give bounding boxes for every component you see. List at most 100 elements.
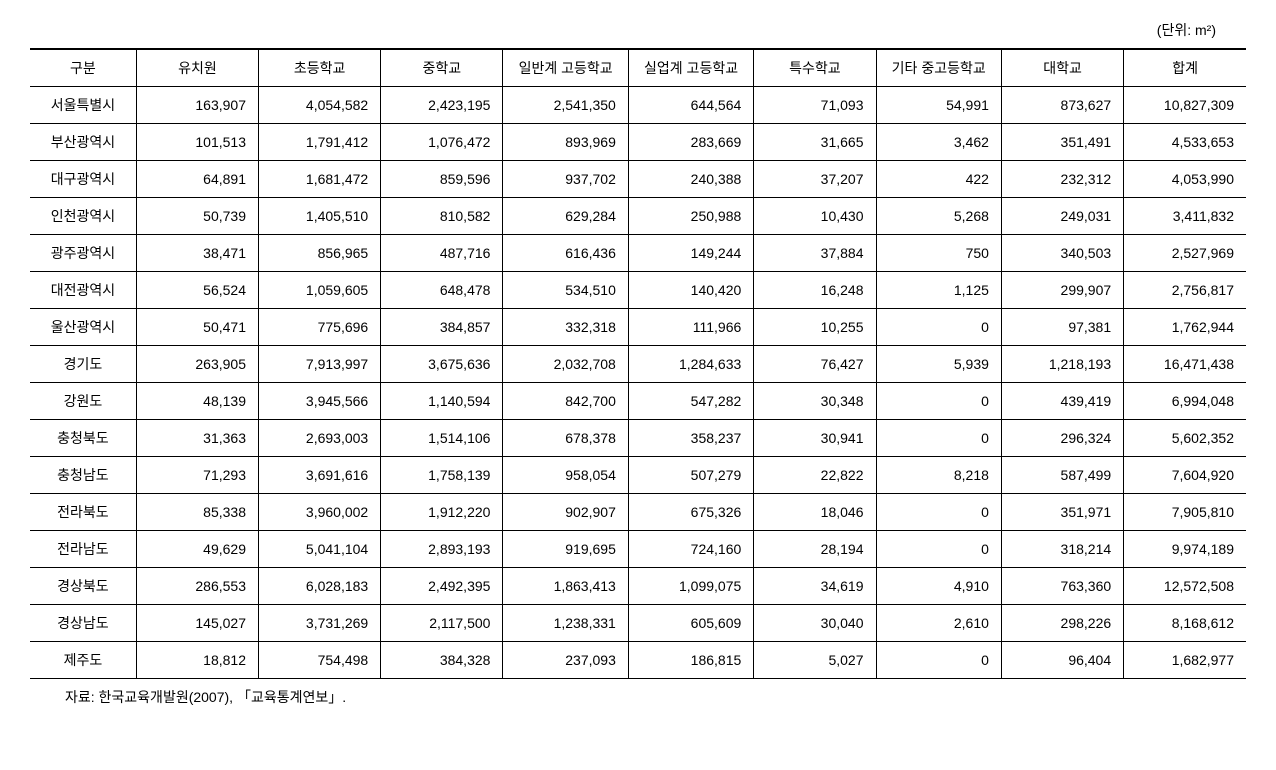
value-cell: 648,478	[381, 272, 503, 309]
value-cell: 249,031	[1001, 198, 1123, 235]
value-cell: 5,939	[876, 346, 1001, 383]
value-cell: 163,907	[136, 87, 258, 124]
value-cell: 902,907	[503, 494, 628, 531]
value-cell: 2,117,500	[381, 605, 503, 642]
region-cell: 울산광역시	[30, 309, 136, 346]
value-cell: 31,363	[136, 420, 258, 457]
table-row: 충청남도71,2933,691,6161,758,139958,054507,2…	[30, 457, 1246, 494]
value-cell: 1,514,106	[381, 420, 503, 457]
value-cell: 54,991	[876, 87, 1001, 124]
value-cell: 4,053,990	[1124, 161, 1246, 198]
value-cell: 30,348	[754, 383, 876, 420]
column-header: 실업계 고등학교	[628, 49, 753, 87]
value-cell: 2,541,350	[503, 87, 628, 124]
value-cell: 64,891	[136, 161, 258, 198]
value-cell: 605,609	[628, 605, 753, 642]
value-cell: 937,702	[503, 161, 628, 198]
value-cell: 6,028,183	[259, 568, 381, 605]
value-cell: 384,328	[381, 642, 503, 679]
value-cell: 842,700	[503, 383, 628, 420]
value-cell: 3,731,269	[259, 605, 381, 642]
value-cell: 724,160	[628, 531, 753, 568]
table-row: 전라북도85,3383,960,0021,912,220902,907675,3…	[30, 494, 1246, 531]
value-cell: 2,756,817	[1124, 272, 1246, 309]
column-header: 초등학교	[259, 49, 381, 87]
value-cell: 351,971	[1001, 494, 1123, 531]
column-header: 대학교	[1001, 49, 1123, 87]
value-cell: 186,815	[628, 642, 753, 679]
value-cell: 5,041,104	[259, 531, 381, 568]
column-header: 유치원	[136, 49, 258, 87]
value-cell: 332,318	[503, 309, 628, 346]
value-cell: 507,279	[628, 457, 753, 494]
value-cell: 775,696	[259, 309, 381, 346]
region-cell: 서울특별시	[30, 87, 136, 124]
value-cell: 2,492,395	[381, 568, 503, 605]
value-cell: 1,059,605	[259, 272, 381, 309]
value-cell: 629,284	[503, 198, 628, 235]
value-cell: 5,027	[754, 642, 876, 679]
value-cell: 240,388	[628, 161, 753, 198]
value-cell: 351,491	[1001, 124, 1123, 161]
table-row: 부산광역시101,5131,791,4121,076,472893,969283…	[30, 124, 1246, 161]
value-cell: 263,905	[136, 346, 258, 383]
value-cell: 7,604,920	[1124, 457, 1246, 494]
table-row: 전라남도49,6295,041,1042,893,193919,695724,1…	[30, 531, 1246, 568]
value-cell: 4,910	[876, 568, 1001, 605]
region-cell: 제주도	[30, 642, 136, 679]
value-cell: 644,564	[628, 87, 753, 124]
value-cell: 49,629	[136, 531, 258, 568]
value-cell: 2,032,708	[503, 346, 628, 383]
value-cell: 71,093	[754, 87, 876, 124]
value-cell: 34,619	[754, 568, 876, 605]
value-cell: 958,054	[503, 457, 628, 494]
value-cell: 4,054,582	[259, 87, 381, 124]
region-cell: 대전광역시	[30, 272, 136, 309]
value-cell: 85,338	[136, 494, 258, 531]
value-cell: 2,893,193	[381, 531, 503, 568]
table-row: 경상북도286,5536,028,1832,492,3951,863,4131,…	[30, 568, 1246, 605]
value-cell: 859,596	[381, 161, 503, 198]
value-cell: 340,503	[1001, 235, 1123, 272]
value-cell: 37,884	[754, 235, 876, 272]
value-cell: 12,572,508	[1124, 568, 1246, 605]
value-cell: 0	[876, 383, 1001, 420]
value-cell: 56,524	[136, 272, 258, 309]
value-cell: 750	[876, 235, 1001, 272]
column-header: 일반계 고등학교	[503, 49, 628, 87]
value-cell: 1,863,413	[503, 568, 628, 605]
value-cell: 3,691,616	[259, 457, 381, 494]
value-cell: 318,214	[1001, 531, 1123, 568]
value-cell: 10,430	[754, 198, 876, 235]
table-row: 광주광역시38,471856,965487,716616,436149,2443…	[30, 235, 1246, 272]
value-cell: 1,099,075	[628, 568, 753, 605]
value-cell: 1,682,977	[1124, 642, 1246, 679]
value-cell: 358,237	[628, 420, 753, 457]
value-cell: 38,471	[136, 235, 258, 272]
region-cell: 충청북도	[30, 420, 136, 457]
value-cell: 296,324	[1001, 420, 1123, 457]
value-cell: 18,812	[136, 642, 258, 679]
value-cell: 1,912,220	[381, 494, 503, 531]
value-cell: 96,404	[1001, 642, 1123, 679]
column-header: 특수학교	[754, 49, 876, 87]
region-cell: 경기도	[30, 346, 136, 383]
value-cell: 22,822	[754, 457, 876, 494]
region-cell: 강원도	[30, 383, 136, 420]
region-cell: 부산광역시	[30, 124, 136, 161]
value-cell: 7,913,997	[259, 346, 381, 383]
table-row: 서울특별시163,9074,054,5822,423,1952,541,3506…	[30, 87, 1246, 124]
value-cell: 763,360	[1001, 568, 1123, 605]
value-cell: 1,125	[876, 272, 1001, 309]
value-cell: 422	[876, 161, 1001, 198]
value-cell: 856,965	[259, 235, 381, 272]
value-cell: 893,969	[503, 124, 628, 161]
value-cell: 6,994,048	[1124, 383, 1246, 420]
value-cell: 8,168,612	[1124, 605, 1246, 642]
table-row: 대구광역시64,8911,681,472859,596937,702240,38…	[30, 161, 1246, 198]
region-cell: 경상북도	[30, 568, 136, 605]
table-body: 서울특별시163,9074,054,5822,423,1952,541,3506…	[30, 87, 1246, 679]
value-cell: 675,326	[628, 494, 753, 531]
value-cell: 16,471,438	[1124, 346, 1246, 383]
value-cell: 299,907	[1001, 272, 1123, 309]
